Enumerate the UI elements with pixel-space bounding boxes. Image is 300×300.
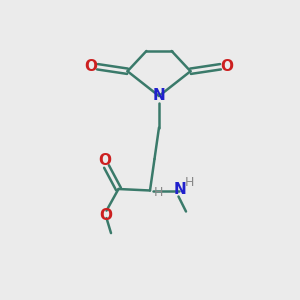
Text: O: O	[99, 208, 112, 223]
Text: O: O	[98, 153, 112, 168]
Text: O: O	[84, 59, 98, 74]
Text: H: H	[154, 185, 163, 199]
Text: H: H	[185, 176, 195, 189]
Text: N: N	[174, 182, 186, 196]
Text: N: N	[153, 88, 165, 104]
Text: O: O	[220, 59, 234, 74]
